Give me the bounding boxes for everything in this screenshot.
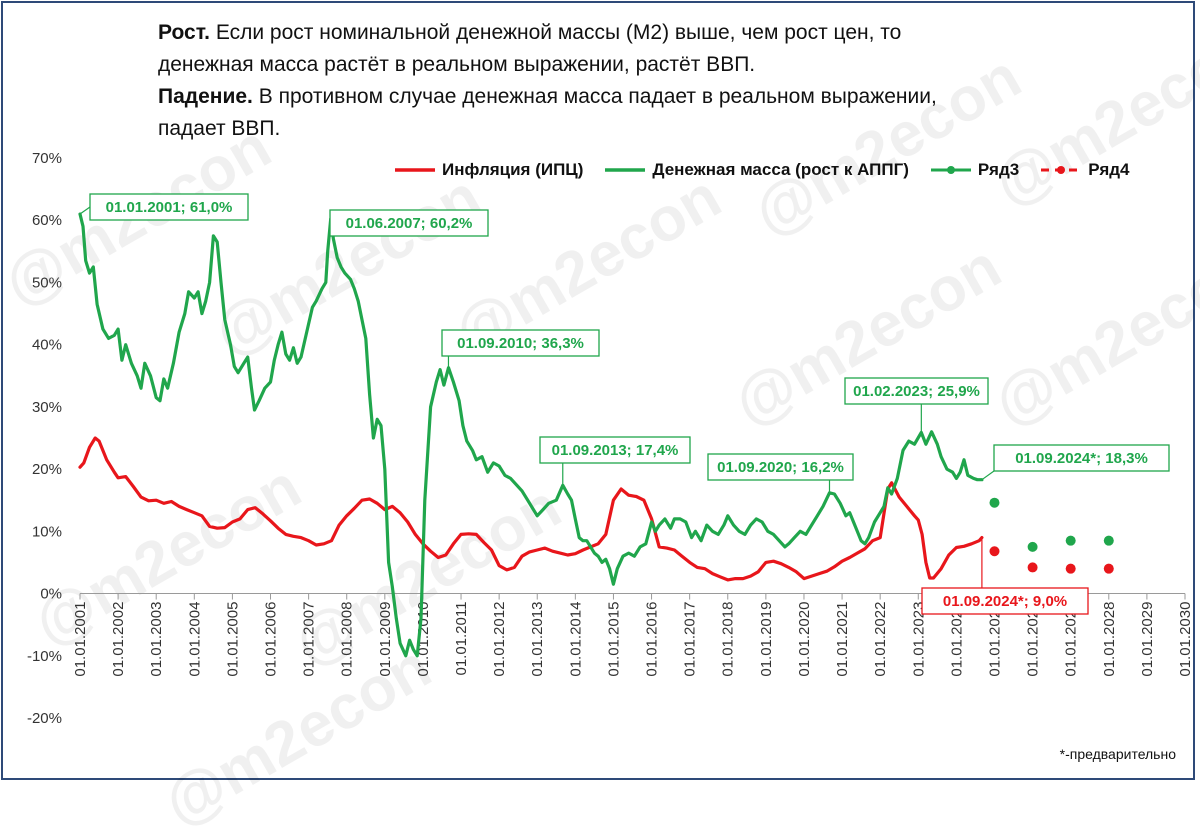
y-tick-label: 20% bbox=[32, 461, 62, 478]
x-tick-label: 01.01.2024 bbox=[948, 602, 965, 677]
annotation-label: 01.06.2007; 60,2% bbox=[346, 215, 473, 232]
header-line-2: денежная масса растёт в реальном выражен… bbox=[158, 53, 756, 76]
footnote: *-предварительно bbox=[1059, 746, 1176, 762]
y-tick-label: 50% bbox=[32, 274, 62, 291]
forecast-point bbox=[1065, 563, 1076, 574]
series-line bbox=[78, 436, 984, 582]
x-tick-label: 01.01.2021 bbox=[834, 602, 851, 677]
legend-label: Инфляция (ИПЦ) bbox=[442, 160, 584, 179]
forecast-point bbox=[1103, 535, 1114, 546]
annotation-label: 01.09.2010; 36,3% bbox=[457, 335, 584, 352]
decline-label: Падение. bbox=[158, 85, 253, 108]
legend-item-series3: Ряд3 bbox=[930, 160, 1020, 180]
x-tick-label: 01.01.2015 bbox=[605, 602, 622, 677]
x-tick-label: 01.01.2018 bbox=[720, 602, 737, 677]
legend-item-series4: Ряд4 bbox=[1041, 160, 1129, 180]
x-tick-label: 01.01.2009 bbox=[377, 602, 394, 677]
x-tick-label: 01.01.2007 bbox=[301, 602, 318, 677]
chart-frame bbox=[1, 1, 1195, 780]
forecast-point bbox=[1027, 562, 1038, 573]
x-tick-label: 01.01.2019 bbox=[758, 602, 775, 677]
x-tick-label: 01.01.2027 bbox=[1063, 602, 1080, 677]
annotation-label: 01.09.2020; 16,2% bbox=[717, 459, 844, 476]
forecast-point bbox=[1103, 563, 1114, 574]
x-tick-label: 01.01.2012 bbox=[491, 602, 508, 677]
y-tick-label: -10% bbox=[27, 648, 62, 665]
forecast-point bbox=[1065, 535, 1076, 546]
forecast-point bbox=[1027, 541, 1038, 552]
annotation-box bbox=[993, 444, 1170, 472]
chart-header: Рост. Если рост номинальной денежной мас… bbox=[158, 17, 1118, 145]
x-tick-label: 01.01.2003 bbox=[148, 602, 165, 677]
annotation-box bbox=[329, 209, 489, 237]
growth-text: Если рост номинальной денежной массы (М2… bbox=[210, 21, 902, 44]
annotation-leader bbox=[79, 206, 91, 215]
x-tick-label: 01.01.2001 bbox=[72, 602, 89, 677]
x-tick-label: 01.01.2011 bbox=[453, 602, 470, 676]
chart-legend: Инфляция (ИПЦ) Денежная масса (рост к АП… bbox=[395, 160, 1129, 180]
legend-label: Ряд4 bbox=[1088, 160, 1130, 179]
legend-swatch-red-dots bbox=[1041, 166, 1082, 174]
y-tick-label: 0% bbox=[40, 586, 62, 603]
x-tick-label: 01.01.2002 bbox=[110, 602, 127, 677]
annotation-box bbox=[539, 436, 691, 464]
x-tick-label: 01.01.2005 bbox=[224, 602, 241, 677]
x-tick-label: 01.01.2008 bbox=[339, 602, 356, 677]
header-line-4: падает ВВП. bbox=[158, 117, 281, 140]
header-line-3: Падение. В противном случае денежная мас… bbox=[158, 81, 1118, 113]
x-tick-label: 01.01.2023 bbox=[910, 602, 927, 677]
forecast-point bbox=[989, 546, 1000, 557]
legend-swatch-green-line bbox=[605, 168, 646, 172]
growth-label: Рост. bbox=[158, 21, 210, 44]
annotation-box bbox=[89, 193, 249, 221]
legend-swatch-red-line bbox=[395, 168, 435, 172]
y-tick-label: 40% bbox=[32, 337, 62, 354]
annotation-label: 01.09.2024*; 18,3% bbox=[1015, 450, 1148, 467]
x-tick-label: 01.01.2014 bbox=[567, 602, 584, 677]
y-tick-label: 10% bbox=[32, 523, 62, 540]
annotation-box bbox=[707, 453, 854, 481]
x-tick-label: 01.01.2020 bbox=[796, 602, 813, 677]
annotation-label: 01.01.2001; 61,0% bbox=[106, 199, 233, 216]
y-tick-label: 30% bbox=[32, 399, 62, 416]
series-line bbox=[78, 212, 984, 658]
x-tick-label: 01.01.2016 bbox=[644, 602, 661, 677]
x-tick-label: 01.01.2010 bbox=[415, 602, 432, 677]
y-tick-label: 70% bbox=[32, 150, 62, 167]
x-tick-label: 01.01.2025 bbox=[986, 602, 1003, 677]
x-tick-label: 01.01.2004 bbox=[186, 602, 203, 677]
x-tick-label: 01.01.2017 bbox=[682, 602, 699, 677]
header-line-1: Рост. Если рост номинальной денежной мас… bbox=[158, 17, 1118, 49]
legend-item-money-supply: Денежная масса (рост к АППГ) bbox=[605, 160, 909, 180]
y-tick-label: 60% bbox=[32, 212, 62, 229]
annotation-box bbox=[921, 587, 1089, 615]
annotation-box bbox=[441, 329, 600, 357]
annotation-box bbox=[844, 377, 989, 405]
x-tick-label: 01.01.2028 bbox=[1101, 602, 1118, 677]
x-tick-label: 01.01.2026 bbox=[1025, 602, 1042, 677]
legend-label: Денежная масса (рост к АППГ) bbox=[652, 160, 909, 179]
decline-text: В противном случае денежная масса падает… bbox=[252, 85, 937, 108]
annotation-label: 01.09.2013; 17,4% bbox=[552, 442, 679, 459]
y-tick-label: -20% bbox=[27, 710, 62, 727]
line-chart: -20% -10% 0% 10% 20% 30% 40% 50% 60% 70% 01.01.200… bbox=[27, 150, 1194, 727]
legend-item-inflation: Инфляция (ИПЦ) bbox=[395, 160, 583, 180]
annotation-leader bbox=[981, 470, 995, 481]
legend-label: Ряд3 bbox=[977, 160, 1020, 179]
annotation-label: 01.09.2024*; 9,0% bbox=[943, 593, 1067, 610]
x-tick-label: 01.01.2022 bbox=[872, 602, 889, 677]
x-tick-label: 01.01.2006 bbox=[263, 602, 280, 677]
x-tick-label: 01.01.2013 bbox=[529, 602, 546, 677]
forecast-point bbox=[989, 497, 1000, 508]
legend-swatch-green-dots bbox=[930, 166, 971, 174]
annotation-label: 01.02.2023; 25,9% bbox=[853, 383, 980, 400]
x-tick-label: 01.01.2029 bbox=[1139, 602, 1156, 677]
x-tick-label: 01.01.2030 bbox=[1177, 602, 1194, 677]
